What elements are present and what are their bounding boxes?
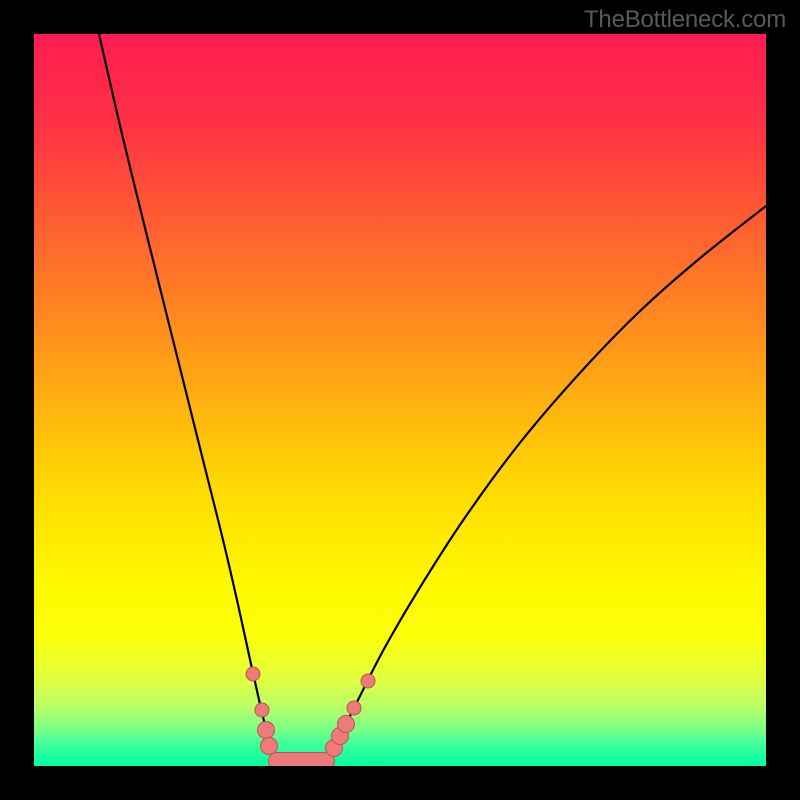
marker-point — [261, 738, 278, 755]
marker-capsule — [269, 753, 335, 767]
curve-overlay — [34, 34, 766, 766]
marker-point — [246, 667, 260, 681]
watermark-text: TheBottleneck.com — [584, 6, 786, 34]
marker-point — [255, 703, 269, 717]
curve-right-branch — [326, 206, 766, 766]
marker-point — [347, 701, 361, 715]
marker-point — [258, 722, 275, 739]
marker-point — [338, 716, 355, 733]
curve-left-branch — [99, 34, 277, 766]
marker-point — [361, 674, 375, 688]
chart-canvas: TheBottleneck.com — [0, 0, 800, 800]
plot-area — [34, 34, 766, 766]
